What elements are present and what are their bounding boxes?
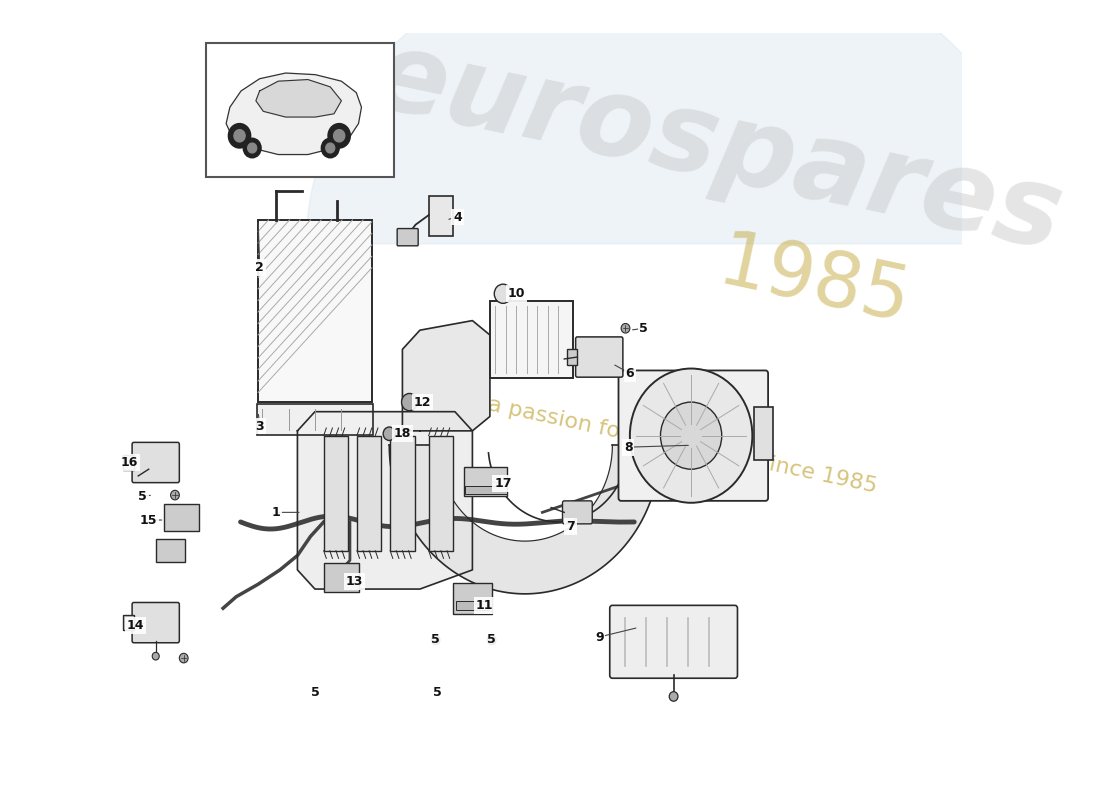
FancyBboxPatch shape xyxy=(132,442,179,482)
FancyBboxPatch shape xyxy=(575,337,623,377)
Text: 14: 14 xyxy=(126,619,144,632)
Text: a passion for excellence since 1985: a passion for excellence since 1985 xyxy=(486,394,879,496)
Circle shape xyxy=(402,394,417,410)
Circle shape xyxy=(170,490,179,500)
Polygon shape xyxy=(227,73,362,154)
Text: 5: 5 xyxy=(431,634,440,646)
Text: 17: 17 xyxy=(494,477,512,490)
Text: 6: 6 xyxy=(626,367,635,380)
Polygon shape xyxy=(306,0,1041,244)
Bar xyxy=(123,615,134,630)
Circle shape xyxy=(248,143,256,153)
Text: 16: 16 xyxy=(121,456,139,469)
Bar xyxy=(566,350,578,365)
Circle shape xyxy=(669,692,678,702)
Circle shape xyxy=(328,123,350,148)
Bar xyxy=(429,436,453,550)
Text: 5: 5 xyxy=(487,634,496,646)
Circle shape xyxy=(630,369,752,502)
Circle shape xyxy=(660,402,722,470)
FancyBboxPatch shape xyxy=(257,404,373,434)
Circle shape xyxy=(326,143,334,153)
Circle shape xyxy=(234,130,245,142)
Text: 10: 10 xyxy=(507,287,525,300)
Text: 18: 18 xyxy=(394,427,411,440)
Text: 5: 5 xyxy=(639,322,648,334)
Circle shape xyxy=(494,284,512,303)
Text: eurospares: eurospares xyxy=(363,22,1072,274)
Text: 4: 4 xyxy=(453,210,462,223)
Text: 8: 8 xyxy=(624,441,632,454)
Text: 3: 3 xyxy=(255,419,264,433)
Polygon shape xyxy=(256,79,341,117)
Bar xyxy=(206,42,394,177)
Text: 13: 13 xyxy=(345,575,363,588)
FancyBboxPatch shape xyxy=(156,539,186,562)
FancyBboxPatch shape xyxy=(618,370,768,501)
Bar xyxy=(258,220,372,402)
Circle shape xyxy=(383,427,395,441)
Text: 5: 5 xyxy=(433,686,442,699)
FancyBboxPatch shape xyxy=(132,602,179,642)
Polygon shape xyxy=(403,321,490,431)
FancyBboxPatch shape xyxy=(609,606,737,678)
Circle shape xyxy=(243,138,261,158)
Bar xyxy=(390,436,415,550)
Text: 2: 2 xyxy=(255,262,264,274)
Text: 5: 5 xyxy=(139,490,147,502)
Text: 5: 5 xyxy=(310,686,319,699)
Text: 15: 15 xyxy=(140,514,157,526)
Bar xyxy=(123,455,134,470)
Text: 12: 12 xyxy=(414,395,431,409)
Bar xyxy=(323,436,349,550)
Text: 9: 9 xyxy=(595,630,604,643)
Bar xyxy=(464,486,506,494)
Circle shape xyxy=(152,652,160,660)
Text: 11: 11 xyxy=(476,599,494,612)
Bar xyxy=(429,196,453,236)
Circle shape xyxy=(621,323,630,333)
Circle shape xyxy=(431,635,440,645)
Text: 1: 1 xyxy=(272,506,279,519)
Circle shape xyxy=(487,635,496,645)
Circle shape xyxy=(321,138,339,158)
FancyBboxPatch shape xyxy=(165,504,199,530)
FancyBboxPatch shape xyxy=(397,229,418,246)
Circle shape xyxy=(333,130,344,142)
Polygon shape xyxy=(297,412,472,589)
Circle shape xyxy=(229,123,251,148)
FancyBboxPatch shape xyxy=(323,563,359,592)
Bar xyxy=(755,407,773,460)
Circle shape xyxy=(179,654,188,663)
FancyBboxPatch shape xyxy=(453,583,492,614)
Bar xyxy=(356,436,382,550)
FancyBboxPatch shape xyxy=(464,467,507,496)
Bar xyxy=(455,601,490,610)
Bar xyxy=(490,302,573,378)
Polygon shape xyxy=(389,446,660,594)
Text: 7: 7 xyxy=(566,520,575,534)
Text: 1985: 1985 xyxy=(711,226,916,338)
FancyBboxPatch shape xyxy=(562,501,592,524)
